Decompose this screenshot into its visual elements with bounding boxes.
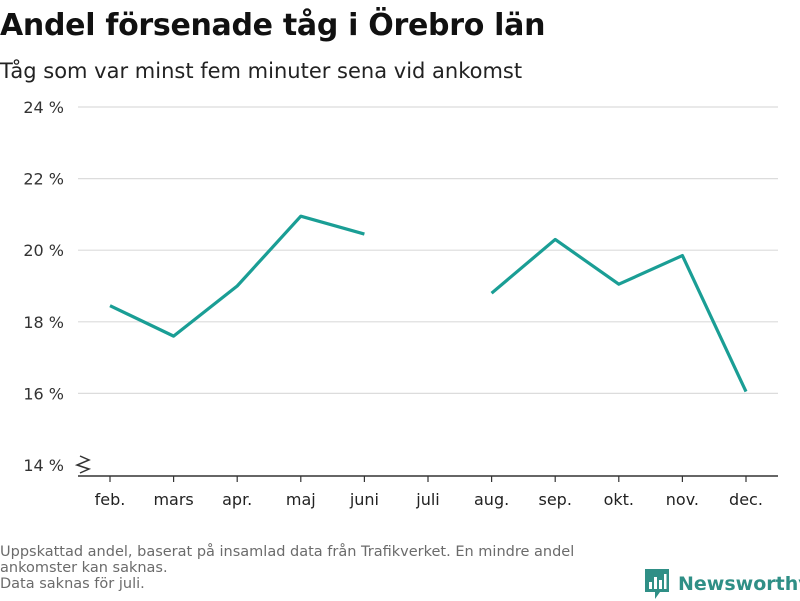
x-tick-label: dec. <box>729 490 763 509</box>
y-tick-label: 18 % <box>23 313 64 332</box>
x-tick-label: mars <box>153 490 193 509</box>
brand-name: Newsworthy <box>678 573 800 595</box>
line-chart: 14 % 16 % 18 % 20 % 22 % 24 % feb. mars apr. maj j… <box>0 0 800 540</box>
y-tick-label: 24 % <box>23 98 64 117</box>
y-tick-label: 22 % <box>23 170 64 189</box>
x-tick-label: sep. <box>538 490 571 509</box>
x-tick-label: juli <box>415 490 439 509</box>
x-tick-label: maj <box>286 490 316 509</box>
brand-logo: Newsworthy <box>644 567 800 601</box>
x-tick-label: nov. <box>666 490 699 509</box>
y-tick-label: 20 % <box>23 241 64 260</box>
x-tick-label: juni <box>349 490 379 509</box>
x-tick-label: aug. <box>474 490 509 509</box>
newsworthy-logo-icon <box>644 568 670 600</box>
footnote-line: ankomster kan saknas. <box>0 560 640 576</box>
footnote-line: Uppskattad andel, baserat på insamlad da… <box>0 544 640 560</box>
x-tick-label: apr. <box>222 490 252 509</box>
footnote-line: Data saknas för juli. <box>0 576 640 592</box>
x-tick-label: feb. <box>95 490 126 509</box>
y-tick-label: 14 % <box>23 456 64 475</box>
series-line <box>110 216 364 336</box>
y-tick-label: 16 % <box>23 384 64 403</box>
series-line <box>492 239 746 391</box>
axis-break-icon <box>77 456 89 473</box>
x-tick-label: okt. <box>604 490 634 509</box>
footnote: Uppskattad andel, baserat på insamlad da… <box>0 544 640 592</box>
